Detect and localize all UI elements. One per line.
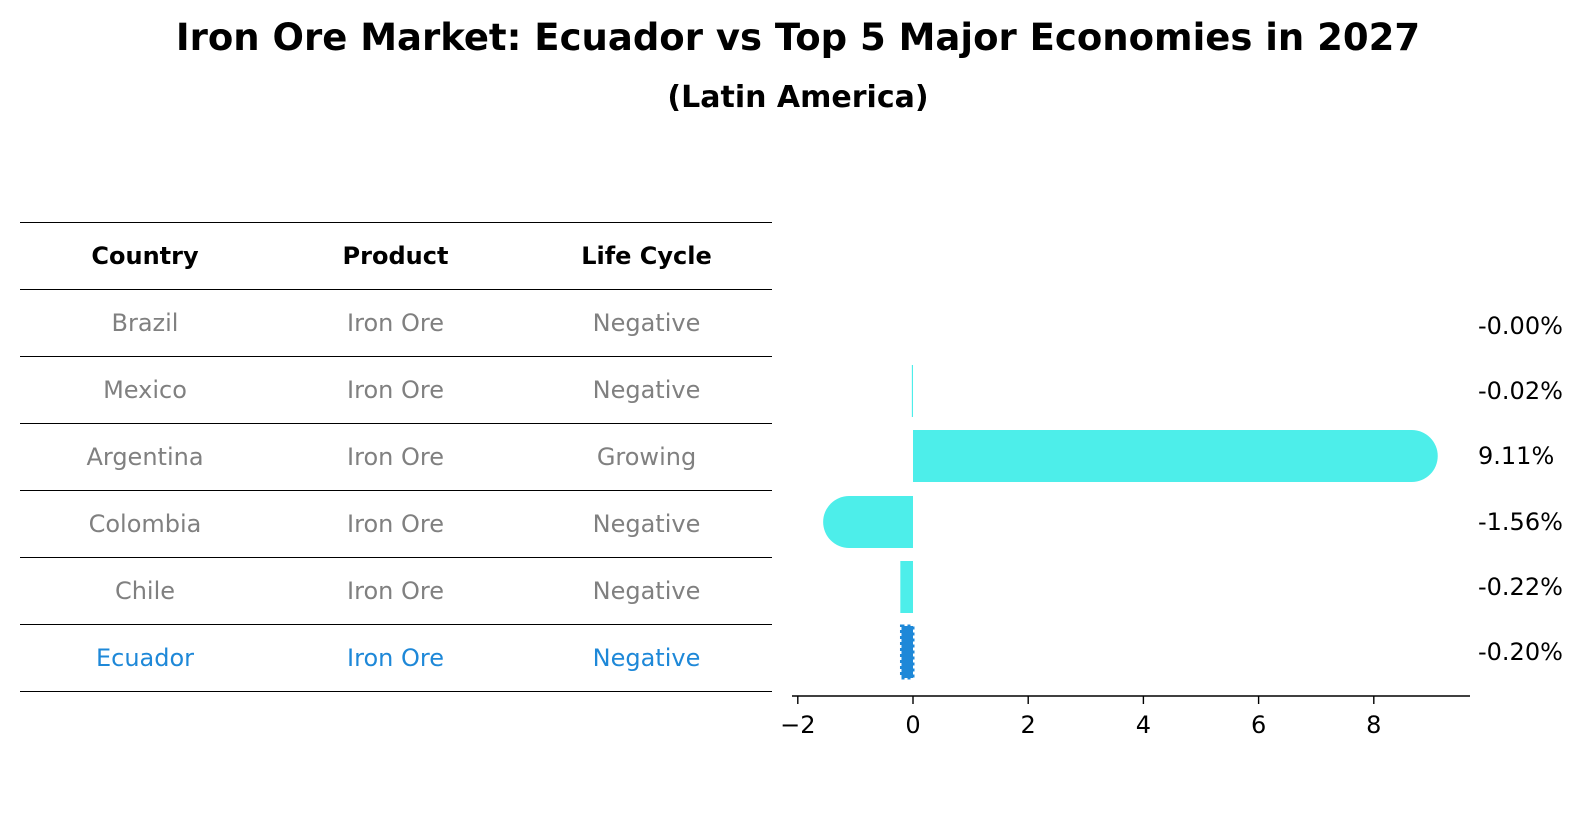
cell-country: Brazil: [20, 289, 270, 357]
table-row-highlighted: Ecuador Iron Ore Negative: [20, 624, 772, 692]
cell-country: Chile: [20, 557, 270, 625]
cell-product: Iron Ore: [270, 423, 521, 491]
x-tick-label: 2: [1021, 711, 1036, 739]
cell-country: Argentina: [20, 423, 270, 491]
bar-argentina: [913, 430, 1438, 482]
x-tick-label: 0: [905, 711, 920, 739]
header-country: Country: [20, 222, 270, 290]
value-label-chile: -0.22%: [1478, 573, 1563, 601]
table-row: Argentina Iron Ore Growing: [20, 423, 772, 491]
cell-product: Iron Ore: [270, 356, 521, 424]
value-label-ecuador: -0.20%: [1478, 638, 1563, 666]
table-row: Mexico Iron Ore Negative: [20, 356, 772, 424]
cell-life-cycle: Negative: [521, 557, 772, 625]
cell-life-cycle: Negative: [521, 356, 772, 424]
x-tick-label: 8: [1366, 711, 1381, 739]
table-header-row: Country Product Life Cycle: [20, 222, 772, 290]
cell-country: Colombia: [20, 490, 270, 558]
header-product: Product: [270, 222, 521, 290]
cell-life-cycle: Negative: [521, 289, 772, 357]
chart-subtitle: (Latin America): [667, 80, 929, 115]
x-tick-label: −2: [780, 711, 815, 739]
x-tick-label: 6: [1251, 711, 1266, 739]
cell-product: Iron Ore: [270, 490, 521, 558]
cell-country: Mexico: [20, 356, 270, 424]
chart-title: Iron Ore Market: Ecuador vs Top 5 Major …: [175, 16, 1421, 59]
cell-product: Iron Ore: [270, 624, 521, 692]
bar-ecuador: [899, 624, 915, 680]
cell-life-cycle: Growing: [521, 423, 772, 491]
bar-colombia: [823, 496, 913, 548]
cell-life-cycle: Negative: [521, 490, 772, 558]
cell-product: Iron Ore: [270, 557, 521, 625]
bar-chile: [900, 561, 913, 613]
value-label-mexico: -0.02%: [1478, 377, 1563, 405]
cell-country: Ecuador: [20, 624, 270, 692]
table-row: Chile Iron Ore Negative: [20, 557, 772, 625]
value-label-brazil: -0.00%: [1478, 312, 1563, 340]
header-life-cycle: Life Cycle: [521, 222, 772, 290]
table-row: Brazil Iron Ore Negative: [20, 289, 772, 357]
country-table: Country Product Life Cycle Brazil Iron O…: [20, 222, 772, 692]
x-tick-label: 4: [1136, 711, 1151, 739]
value-label-argentina: 9.11%: [1478, 442, 1554, 470]
table-row: Colombia Iron Ore Negative: [20, 490, 772, 558]
cell-product: Iron Ore: [270, 289, 521, 357]
bar-mexico: [911, 365, 913, 417]
cell-life-cycle: Negative: [521, 624, 772, 692]
value-label-colombia: -1.56%: [1478, 508, 1563, 536]
